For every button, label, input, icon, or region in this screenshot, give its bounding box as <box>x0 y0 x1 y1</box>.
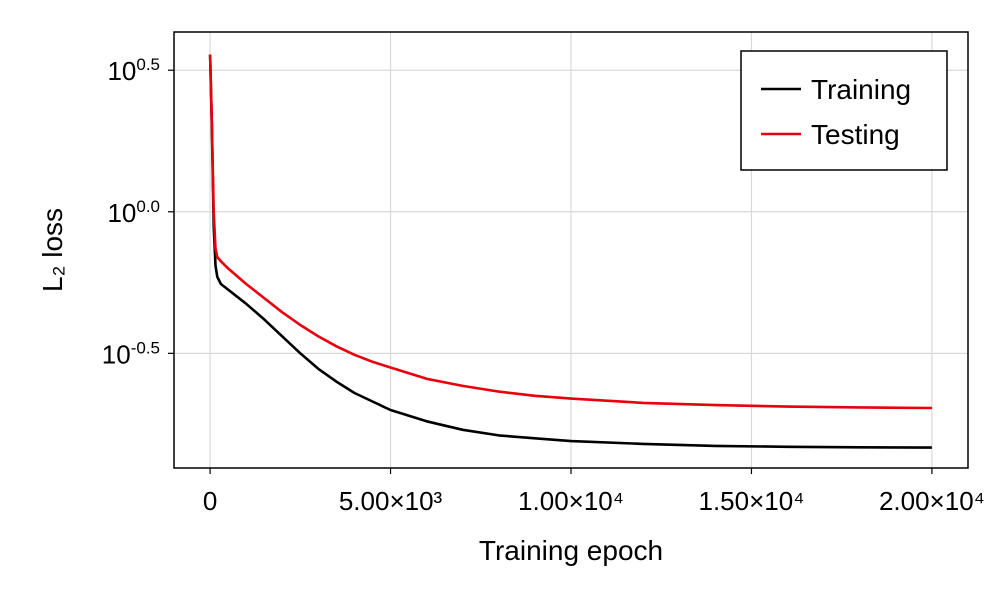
tick-labels: 0 5.00×10³ 1.00×10⁴ 1.50×10⁴ 2.00×10⁴100.510… <box>102 55 985 516</box>
legend-label-testing: Testing <box>811 119 900 150</box>
series-layer <box>208 54 932 449</box>
x-tick-label: 0 <box>203 486 217 516</box>
y-tick-exponent: 0.0 <box>136 197 160 216</box>
y-tick-base: 10 <box>107 56 136 86</box>
x-tick-label: 1.50×10⁴ <box>699 486 805 516</box>
legend: Training Testing <box>740 50 948 171</box>
y-axis-label: L₂ loss <box>37 208 68 292</box>
series-line-testing <box>208 54 932 410</box>
x-axis-label: Training epoch <box>479 535 663 566</box>
y-tick-label: 100.5 <box>107 55 160 86</box>
ticks <box>168 69 933 474</box>
x-tick-label: 1.00×10⁴ <box>518 486 624 516</box>
legend-box <box>740 50 948 171</box>
y-tick-base: 10 <box>102 339 131 369</box>
y-tick-exponent: -0.5 <box>131 338 160 357</box>
y-tick-label: 100.0 <box>107 197 160 228</box>
y-tick-base: 10 <box>107 198 136 228</box>
series-line-training <box>208 54 932 449</box>
x-tick-label: 2.00×10⁴ <box>879 486 985 516</box>
y-tick-exponent: 0.5 <box>136 55 160 74</box>
legend-label-training: Training <box>811 74 911 105</box>
x-tick-label: 5.00×10³ <box>339 486 443 516</box>
y-tick-label: 10-0.5 <box>102 338 160 369</box>
